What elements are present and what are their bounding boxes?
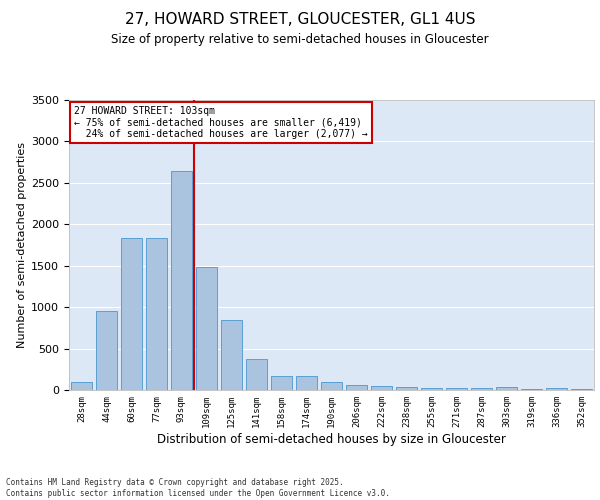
- Bar: [121, 238, 142, 390]
- Bar: [271, 376, 292, 390]
- Bar: [496, 386, 517, 390]
- Bar: [171, 172, 192, 390]
- Y-axis label: Number of semi-detached properties: Number of semi-detached properties: [17, 142, 27, 348]
- Text: Size of property relative to semi-detached houses in Gloucester: Size of property relative to semi-detach…: [111, 32, 489, 46]
- Bar: [146, 238, 167, 390]
- X-axis label: Distribution of semi-detached houses by size in Gloucester: Distribution of semi-detached houses by …: [157, 432, 506, 446]
- Bar: [196, 266, 217, 390]
- Bar: [246, 358, 267, 390]
- Bar: [521, 389, 542, 390]
- Bar: [221, 320, 242, 390]
- Bar: [446, 388, 467, 390]
- Bar: [346, 386, 367, 390]
- Bar: [71, 382, 92, 390]
- Bar: [571, 389, 592, 390]
- Text: 27 HOWARD STREET: 103sqm
← 75% of semi-detached houses are smaller (6,419)
  24%: 27 HOWARD STREET: 103sqm ← 75% of semi-d…: [74, 106, 368, 139]
- Bar: [321, 382, 342, 390]
- Bar: [471, 388, 492, 390]
- Text: Contains HM Land Registry data © Crown copyright and database right 2025.
Contai: Contains HM Land Registry data © Crown c…: [6, 478, 390, 498]
- Text: 27, HOWARD STREET, GLOUCESTER, GL1 4US: 27, HOWARD STREET, GLOUCESTER, GL1 4US: [125, 12, 475, 28]
- Bar: [96, 312, 117, 390]
- Bar: [546, 388, 567, 390]
- Bar: [421, 388, 442, 390]
- Bar: [371, 386, 392, 390]
- Bar: [296, 376, 317, 390]
- Bar: [396, 386, 417, 390]
